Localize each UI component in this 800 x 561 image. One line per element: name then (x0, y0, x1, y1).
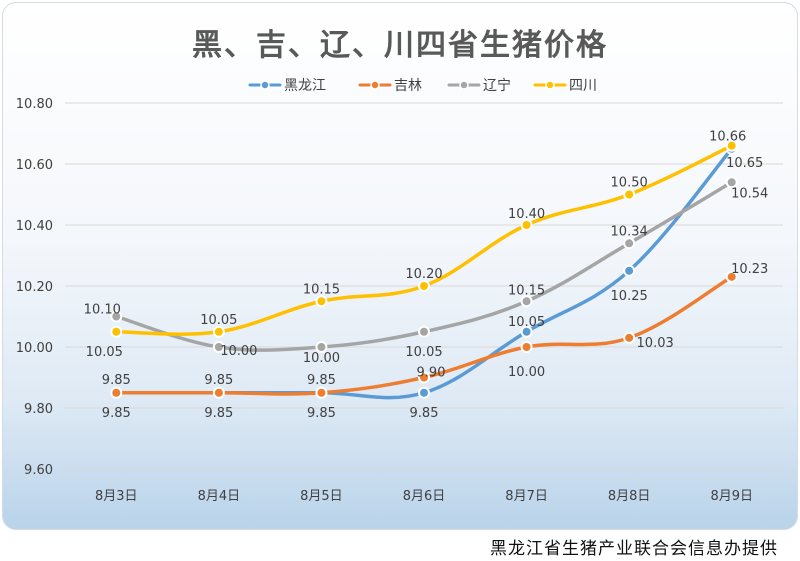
legend-swatch-marker (545, 80, 555, 90)
y-tick-label: 10.00 (16, 341, 53, 356)
data-label: 10.65 (726, 156, 763, 171)
data-label: 9.85 (204, 406, 233, 421)
x-axis: 8月3日 8月4日 8月5日 8月6日 8月7日 8月8日 8月9日 (95, 489, 753, 504)
grid-lines (65, 102, 783, 470)
legend-label: 黑龙江 (284, 78, 326, 94)
data-label: 10.05 (508, 315, 545, 330)
data-point (110, 325, 123, 338)
data-label: 10.34 (611, 224, 648, 239)
data-point (418, 280, 430, 292)
data-label: 10.03 (637, 336, 674, 351)
data-label: 9.85 (102, 406, 131, 421)
data-point (212, 386, 225, 399)
y-tick-label: 9.60 (24, 463, 53, 478)
data-point (520, 341, 533, 353)
series-lines (110, 139, 738, 400)
data-point (315, 341, 328, 353)
legend-label: 辽宁 (483, 77, 511, 94)
data-point (725, 139, 738, 152)
data-label: 9.85 (102, 373, 131, 388)
data-label: 10.50 (611, 176, 648, 191)
data-label: 10.00 (220, 344, 257, 359)
x-tick-label: 8月9日 (710, 489, 753, 504)
chart-panel: 黑、吉、辽、川四省生猪价格 9.60 9.80 10.00 10.20 10.40 10.… (2, 2, 798, 530)
legend-label: 四川 (569, 78, 597, 94)
data-point (315, 386, 328, 399)
x-tick-label: 8月4日 (198, 489, 241, 504)
data-label: 10.40 (508, 207, 545, 222)
data-point (623, 264, 636, 277)
data-point (725, 270, 738, 283)
legend-swatch-marker (459, 80, 469, 90)
data-point (110, 386, 123, 399)
data-point (212, 325, 225, 338)
x-tick-label: 8月5日 (300, 489, 343, 504)
chart-title: 黑、吉、辽、川四省生猪价格 (192, 28, 608, 63)
data-label: 10.15 (303, 282, 340, 297)
data-label: 9.85 (307, 406, 336, 421)
data-point (623, 237, 636, 250)
data-point (623, 331, 636, 344)
data-label: 10.23 (731, 262, 768, 277)
y-tick-label: 10.40 (16, 219, 53, 234)
legend: 黑龙江 吉林 辽宁 四川 (248, 77, 597, 94)
data-label: 10.05 (200, 313, 237, 328)
x-tick-label: 8月8日 (608, 489, 651, 504)
y-axis: 9.60 9.80 10.00 10.20 10.40 10.60 10.80 (16, 97, 53, 478)
y-tick-label: 10.80 (16, 97, 53, 112)
data-label: 10.00 (303, 351, 340, 366)
data-point (418, 386, 430, 399)
data-point (520, 219, 533, 231)
data-point (520, 295, 533, 308)
data-point (315, 295, 328, 308)
data-label: 10.20 (405, 267, 442, 282)
x-tick-label: 8月6日 (403, 489, 446, 504)
y-tick-label: 10.60 (16, 158, 53, 173)
x-tick-label: 8月7日 (505, 489, 548, 504)
data-label: 10.05 (86, 345, 123, 360)
data-label: 10.15 (508, 283, 545, 298)
data-point (623, 188, 636, 201)
series-line (114, 143, 734, 336)
line-chart: 黑、吉、辽、川四省生猪价格 9.60 9.80 10.00 10.20 10.40 10.… (16, 28, 783, 504)
y-tick-label: 10.20 (16, 280, 53, 295)
data-label: 10.05 (405, 345, 442, 360)
legend-swatch-marker (370, 80, 380, 90)
data-point (725, 176, 738, 189)
data-point (212, 341, 225, 353)
data-label: 10.00 (508, 365, 545, 380)
data-point (418, 325, 430, 338)
footer-credit: 黑龙江省生猪产业联合会信息办提供 (490, 539, 778, 559)
data-point (110, 310, 123, 323)
y-tick-label: 9.80 (24, 402, 53, 417)
data-label: 10.10 (84, 303, 121, 318)
data-label: 10.25 (611, 289, 648, 304)
data-label: 10.54 (731, 186, 768, 201)
data-point (520, 325, 533, 338)
data-label: 10.66 (709, 130, 746, 145)
data-label: 9.85 (307, 373, 336, 388)
data-label: 9.85 (410, 406, 439, 421)
legend-label: 吉林 (394, 78, 422, 94)
data-label: 9.90 (417, 366, 446, 381)
data-point (418, 371, 430, 384)
legend-swatch-marker (260, 80, 270, 90)
data-label: 9.85 (204, 373, 233, 388)
x-tick-label: 8月3日 (95, 489, 138, 504)
data-labels: 9.85 9.85 9.85 9.85 10.05 10.25 10.65 9.85 9.85 9… (84, 130, 769, 421)
